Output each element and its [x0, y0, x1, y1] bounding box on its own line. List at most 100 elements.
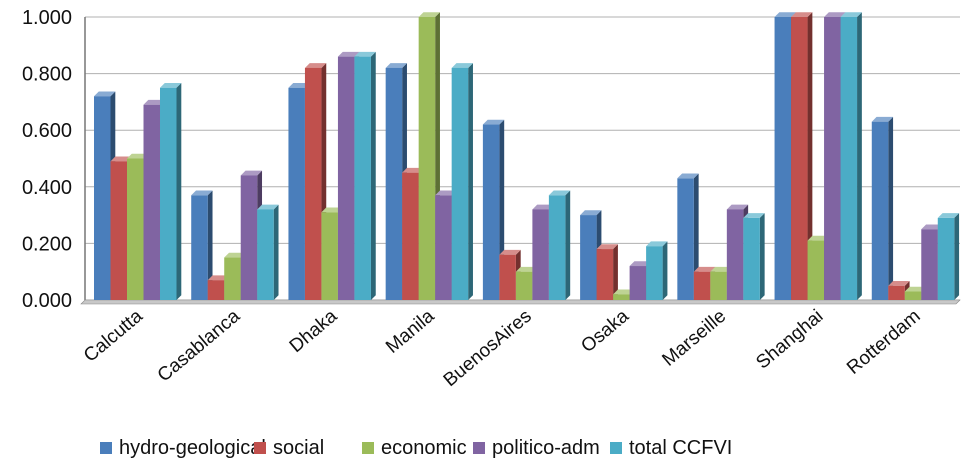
- bar-top: [904, 286, 927, 292]
- y-tick-label: 0.400: [22, 177, 72, 199]
- bar-side: [176, 82, 182, 300]
- bar-front: [580, 215, 597, 300]
- bar-front: [807, 240, 825, 300]
- bar-front: [774, 17, 792, 300]
- x-tick-label: Manila: [382, 305, 439, 357]
- bar-side: [273, 204, 279, 300]
- bar: [596, 244, 618, 300]
- bar: [840, 12, 862, 300]
- bar-top: [646, 241, 668, 247]
- bar-front: [548, 195, 566, 300]
- bar-side: [857, 12, 862, 300]
- bar-top: [888, 281, 910, 286]
- bar-front: [646, 246, 663, 300]
- x-tick-label: Dhaka: [286, 305, 342, 357]
- bar-front: [613, 294, 630, 300]
- bar-top: [337, 51, 360, 57]
- y-tick-label: 1.000: [22, 7, 72, 29]
- bar-top: [94, 91, 116, 97]
- bar-front: [110, 161, 127, 300]
- bar-top: [110, 156, 132, 162]
- legend-swatch: [473, 442, 485, 454]
- bar: [451, 63, 473, 300]
- bar-side: [207, 190, 213, 300]
- bar-front: [824, 17, 841, 300]
- bar-front: [791, 17, 808, 300]
- bar-top: [402, 167, 424, 173]
- bar-top: [321, 207, 343, 213]
- x-axis-labels: Calcutta Casablanca Dhaka Manila BuenosAires…: [80, 305, 925, 391]
- bar-front: [191, 195, 208, 300]
- x-tick-label: Calcutta: [80, 305, 147, 366]
- bar-front: [143, 104, 160, 300]
- legend-label: social: [273, 437, 324, 459]
- bar-top: [596, 244, 618, 250]
- bar-front: [677, 178, 694, 300]
- legend-label: economic: [381, 437, 467, 459]
- bar-top: [435, 190, 457, 196]
- bar-top: [548, 190, 571, 196]
- bar: [354, 51, 376, 301]
- bar-front: [515, 271, 533, 300]
- bar-front: [451, 67, 469, 300]
- bar-front: [304, 67, 322, 300]
- legend-swatch: [100, 442, 112, 454]
- y-axis-ticks: 0.000 0.200 0.400 0.600 0.800 1.000: [22, 7, 72, 312]
- bar-top: [774, 12, 796, 17]
- y-tick-label: 0.800: [22, 64, 72, 86]
- bar: [791, 12, 813, 300]
- bar-top: [143, 99, 165, 105]
- x-tick-label: Rotterdam: [843, 306, 924, 379]
- bar-front: [207, 280, 225, 300]
- legend: hydro-geological social economic politico-a…: [100, 437, 732, 459]
- legend-label: total CCFVI: [629, 437, 732, 459]
- bar-side: [807, 12, 813, 300]
- chart-floor-plane: [80, 299, 961, 305]
- bar: [743, 213, 765, 300]
- bar-top: [207, 275, 230, 281]
- x-tick-label: Shanghai: [752, 306, 827, 374]
- bar-top: [160, 82, 182, 88]
- bar-front: [385, 67, 403, 300]
- bar-front: [127, 158, 144, 300]
- bar-front: [840, 17, 858, 300]
- x-tick-label: BuenosAires: [440, 306, 536, 391]
- bar-front: [337, 56, 355, 301]
- x-tick-label: Marseille: [658, 306, 730, 371]
- bar-front: [532, 209, 549, 300]
- bar-top: [257, 204, 279, 210]
- bar-front: [160, 87, 177, 300]
- bar-side: [370, 51, 376, 300]
- bar-front: [726, 209, 744, 300]
- bar-front: [257, 209, 274, 300]
- bar-front: [937, 217, 955, 300]
- bar-top: [937, 213, 960, 218]
- bar-front: [288, 87, 305, 300]
- bar-top: [499, 249, 521, 255]
- y-tick-label: 0.000: [22, 290, 72, 312]
- bar-top: [191, 190, 213, 196]
- bar-front: [402, 172, 419, 300]
- bar-top: [224, 252, 246, 258]
- bars: [94, 12, 960, 301]
- bar-top: [354, 51, 376, 57]
- legend-swatch: [362, 442, 374, 454]
- bar-top: [127, 153, 149, 159]
- bar-top: [532, 204, 554, 210]
- bar-top: [515, 266, 538, 272]
- bar: [646, 241, 668, 300]
- bar: [160, 82, 182, 300]
- bar-top: [824, 12, 846, 17]
- bar-front: [743, 217, 760, 300]
- bar-top: [385, 63, 407, 68]
- bar-top: [482, 119, 505, 125]
- bar-top: [288, 82, 310, 88]
- bar-top: [304, 63, 327, 68]
- bar-top: [743, 213, 765, 218]
- bar-top: [629, 261, 651, 267]
- bar-top: [791, 12, 813, 17]
- bar-side: [954, 213, 960, 300]
- y-tick-label: 0.200: [22, 233, 72, 255]
- bar-top: [677, 173, 699, 179]
- legend-label: hydro-geological: [119, 437, 266, 459]
